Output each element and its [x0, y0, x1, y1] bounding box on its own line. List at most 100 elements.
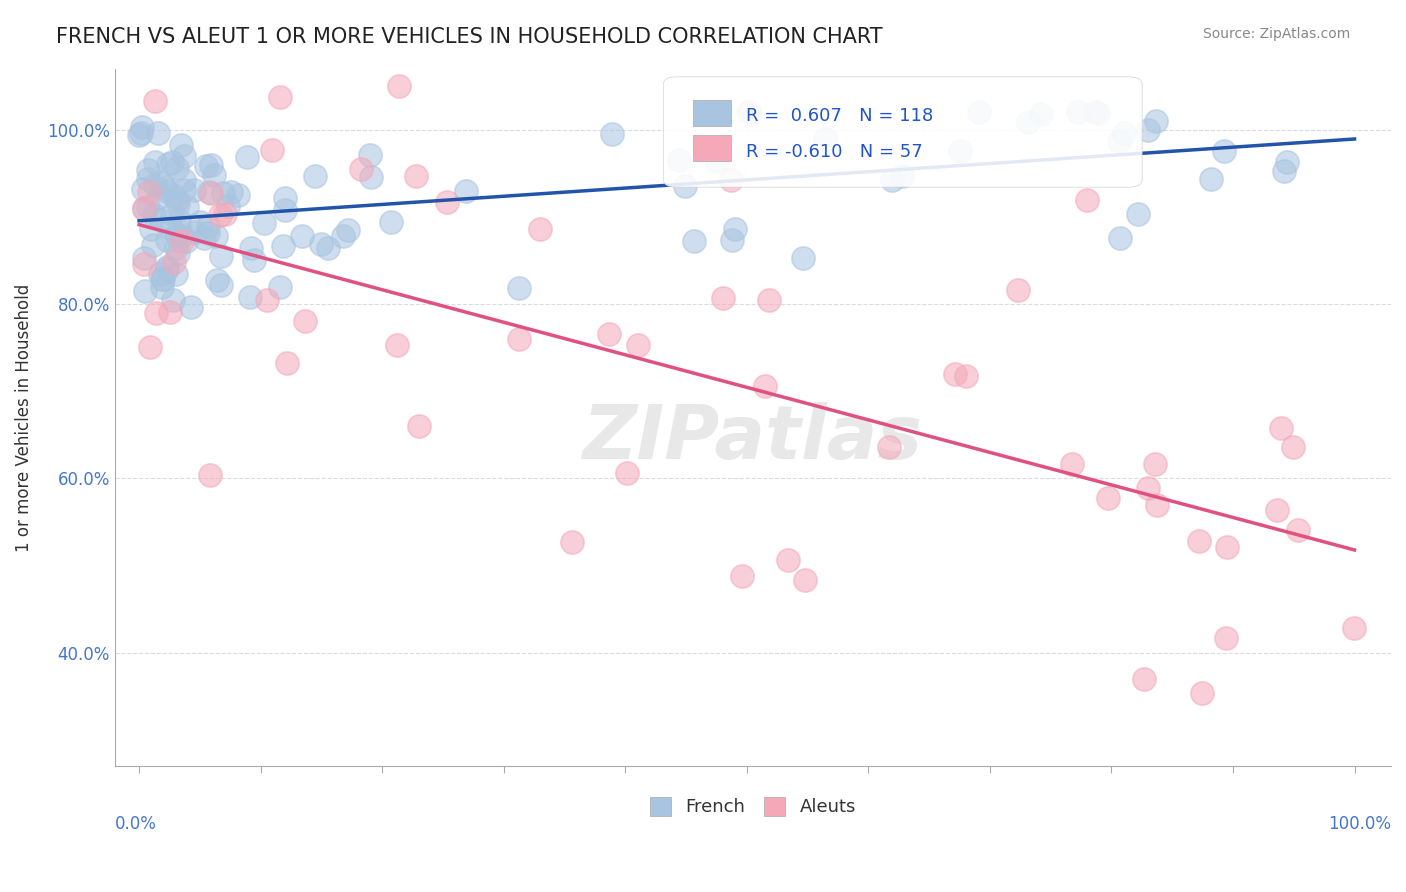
Point [163, 254, 186, 268]
Point [1144, 458, 1167, 472]
Point [1191, 686, 1213, 700]
Point [274, 190, 297, 204]
Point [682, 235, 704, 249]
Point [1114, 126, 1136, 140]
Point [132, 251, 155, 265]
Point [436, 194, 458, 209]
Text: 100.0%: 100.0% [1329, 815, 1391, 833]
Text: FRENCH VS ALEUT 1 OR MORE VEHICLES IN HOUSEHOLD CORRELATION CHART: FRENCH VS ALEUT 1 OR MORE VEHICLES IN HO… [56, 27, 883, 46]
Point [1286, 524, 1309, 538]
Point [172, 234, 194, 248]
Point [967, 105, 990, 120]
Point [239, 290, 262, 304]
Point [1282, 440, 1305, 454]
Point [269, 89, 291, 103]
Point [1146, 498, 1168, 512]
Point [150, 212, 173, 227]
Point [153, 181, 176, 195]
Point [271, 239, 294, 253]
Point [136, 163, 159, 178]
Point [454, 185, 477, 199]
Point [360, 169, 382, 184]
Point [776, 553, 799, 567]
Point [132, 257, 155, 271]
Point [706, 153, 728, 168]
Point [508, 281, 530, 295]
Point [294, 314, 316, 328]
Point [173, 149, 195, 163]
Point [159, 305, 181, 319]
Point [132, 202, 155, 216]
Point [336, 223, 359, 237]
Point [1097, 491, 1119, 506]
Point [170, 228, 193, 243]
Point [1076, 194, 1098, 208]
Point [143, 155, 166, 169]
Point [128, 128, 150, 142]
Point [388, 78, 411, 93]
Text: R = -0.610   N = 57: R = -0.610 N = 57 [747, 144, 924, 161]
Point [197, 219, 219, 233]
Point [1199, 171, 1222, 186]
Point [311, 237, 333, 252]
Point [165, 241, 187, 255]
Point [723, 221, 745, 235]
Point [136, 200, 159, 214]
Point [198, 185, 221, 199]
Point [167, 197, 190, 211]
Point [731, 569, 754, 583]
Point [156, 260, 179, 274]
Point [1087, 106, 1109, 120]
Point [136, 171, 159, 186]
Point [167, 246, 190, 260]
Point [188, 215, 211, 229]
Point [792, 251, 814, 265]
Point [1343, 621, 1365, 635]
Point [166, 194, 188, 208]
Point [226, 188, 249, 202]
Point [169, 213, 191, 227]
FancyBboxPatch shape [693, 135, 731, 161]
Point [205, 229, 228, 244]
Point [170, 138, 193, 153]
Point [162, 207, 184, 221]
Point [143, 178, 166, 193]
Point [508, 332, 530, 346]
Point [616, 466, 638, 480]
Point [173, 183, 195, 197]
Point [240, 241, 263, 255]
Point [209, 249, 232, 263]
Point [794, 573, 817, 587]
Point [242, 252, 264, 267]
Point [176, 200, 198, 214]
Point [156, 233, 179, 247]
Point [149, 268, 172, 282]
Point [219, 186, 242, 200]
Point [877, 441, 900, 455]
Point [195, 159, 218, 173]
Point [148, 190, 170, 204]
Point [1137, 123, 1160, 137]
Point [276, 356, 298, 370]
Point [129, 126, 152, 140]
Point [600, 127, 623, 141]
Point [1084, 105, 1107, 120]
Point [197, 226, 219, 240]
Point [1133, 673, 1156, 687]
Point [291, 229, 314, 244]
Point [1213, 145, 1236, 159]
Point [163, 188, 186, 202]
Legend: French, Aleuts: French, Aleuts [643, 789, 863, 823]
Text: R =  0.607   N = 118: R = 0.607 N = 118 [747, 107, 934, 125]
Point [380, 215, 402, 229]
Point [134, 284, 156, 298]
Point [754, 378, 776, 392]
Point [134, 201, 156, 215]
Point [269, 280, 291, 294]
Point [155, 184, 177, 198]
Point [132, 182, 155, 196]
Point [385, 338, 408, 352]
Point [1108, 231, 1130, 245]
Point [166, 161, 188, 176]
Point [359, 148, 381, 162]
